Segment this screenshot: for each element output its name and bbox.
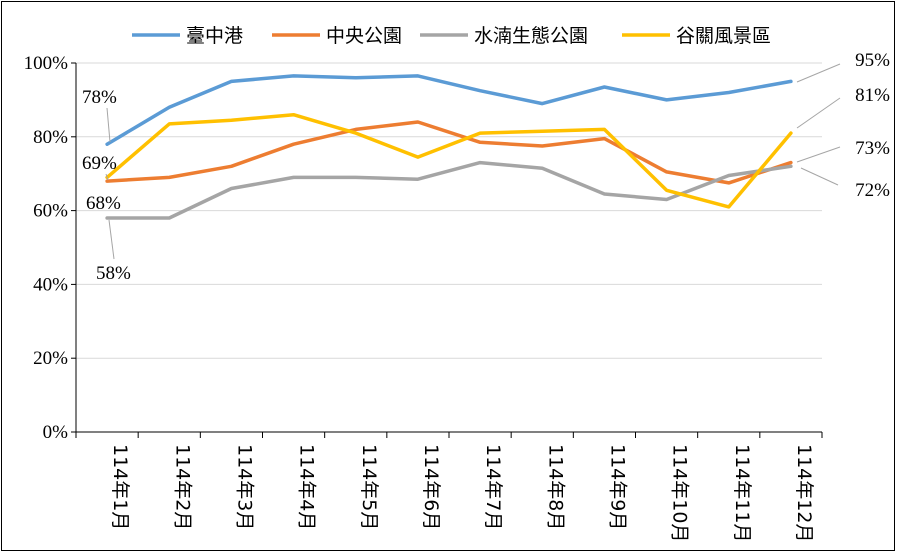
leader-line [105,173,109,181]
legend-label: 水湳生態公園 [474,25,588,47]
legend-label: 臺中港 [186,25,243,47]
leader-line [106,107,111,143]
leader-line [796,63,841,83]
series-line-1 [105,74,793,146]
data-label: 69% [82,153,117,174]
x-tick-label: 114年3月 [233,444,255,530]
x-tick-label: 114年11月 [731,444,753,542]
data-label: 58% [96,263,131,284]
y-tick-label: 40% [33,274,68,295]
leader-line [796,146,841,163]
legend-item-1: 臺中港 [132,25,243,47]
legend-item-3: 水湳生態公園 [420,25,588,47]
y-tick-label: 100% [24,53,69,74]
x-tick-label: 114年9月 [606,444,628,530]
data-label: 95% [855,50,890,71]
x-tick-label: 114年6月 [420,444,442,530]
y-tick-label: 0% [43,422,69,443]
data-label: 73% [855,138,890,159]
x-tick-label: 114年4月 [296,444,318,530]
x-tick-label: 114年12月 [793,444,815,542]
legend-label: 谷關風景區 [676,25,771,47]
x-tick-label: 114年7月 [482,444,504,530]
leader-line [800,167,839,186]
x-tick-label: 114年1月 [109,444,131,530]
data-label: 68% [86,193,121,214]
x-tick-label: 114年10月 [669,444,691,542]
data-label: 78% [82,87,117,108]
data-label: 72% [855,180,890,201]
y-tick-label: 80% [33,127,68,148]
series-line-2 [105,120,793,185]
leader-line [108,219,115,260]
legend-item-4: 谷關風景區 [622,25,771,47]
leader-line [796,97,841,129]
x-tick-label: 114年2月 [171,444,193,530]
legend-label: 中央公園 [326,25,402,47]
y-tick-label: 20% [33,348,68,369]
legend-item-2: 中央公園 [272,25,402,47]
x-tick-label: 114年8月 [544,444,566,530]
series-line-4 [105,112,793,209]
series-line-3 [105,160,793,220]
x-tick-label: 114年5月 [358,444,380,530]
data-label: 81% [855,85,890,106]
y-tick-label: 60% [33,201,68,222]
